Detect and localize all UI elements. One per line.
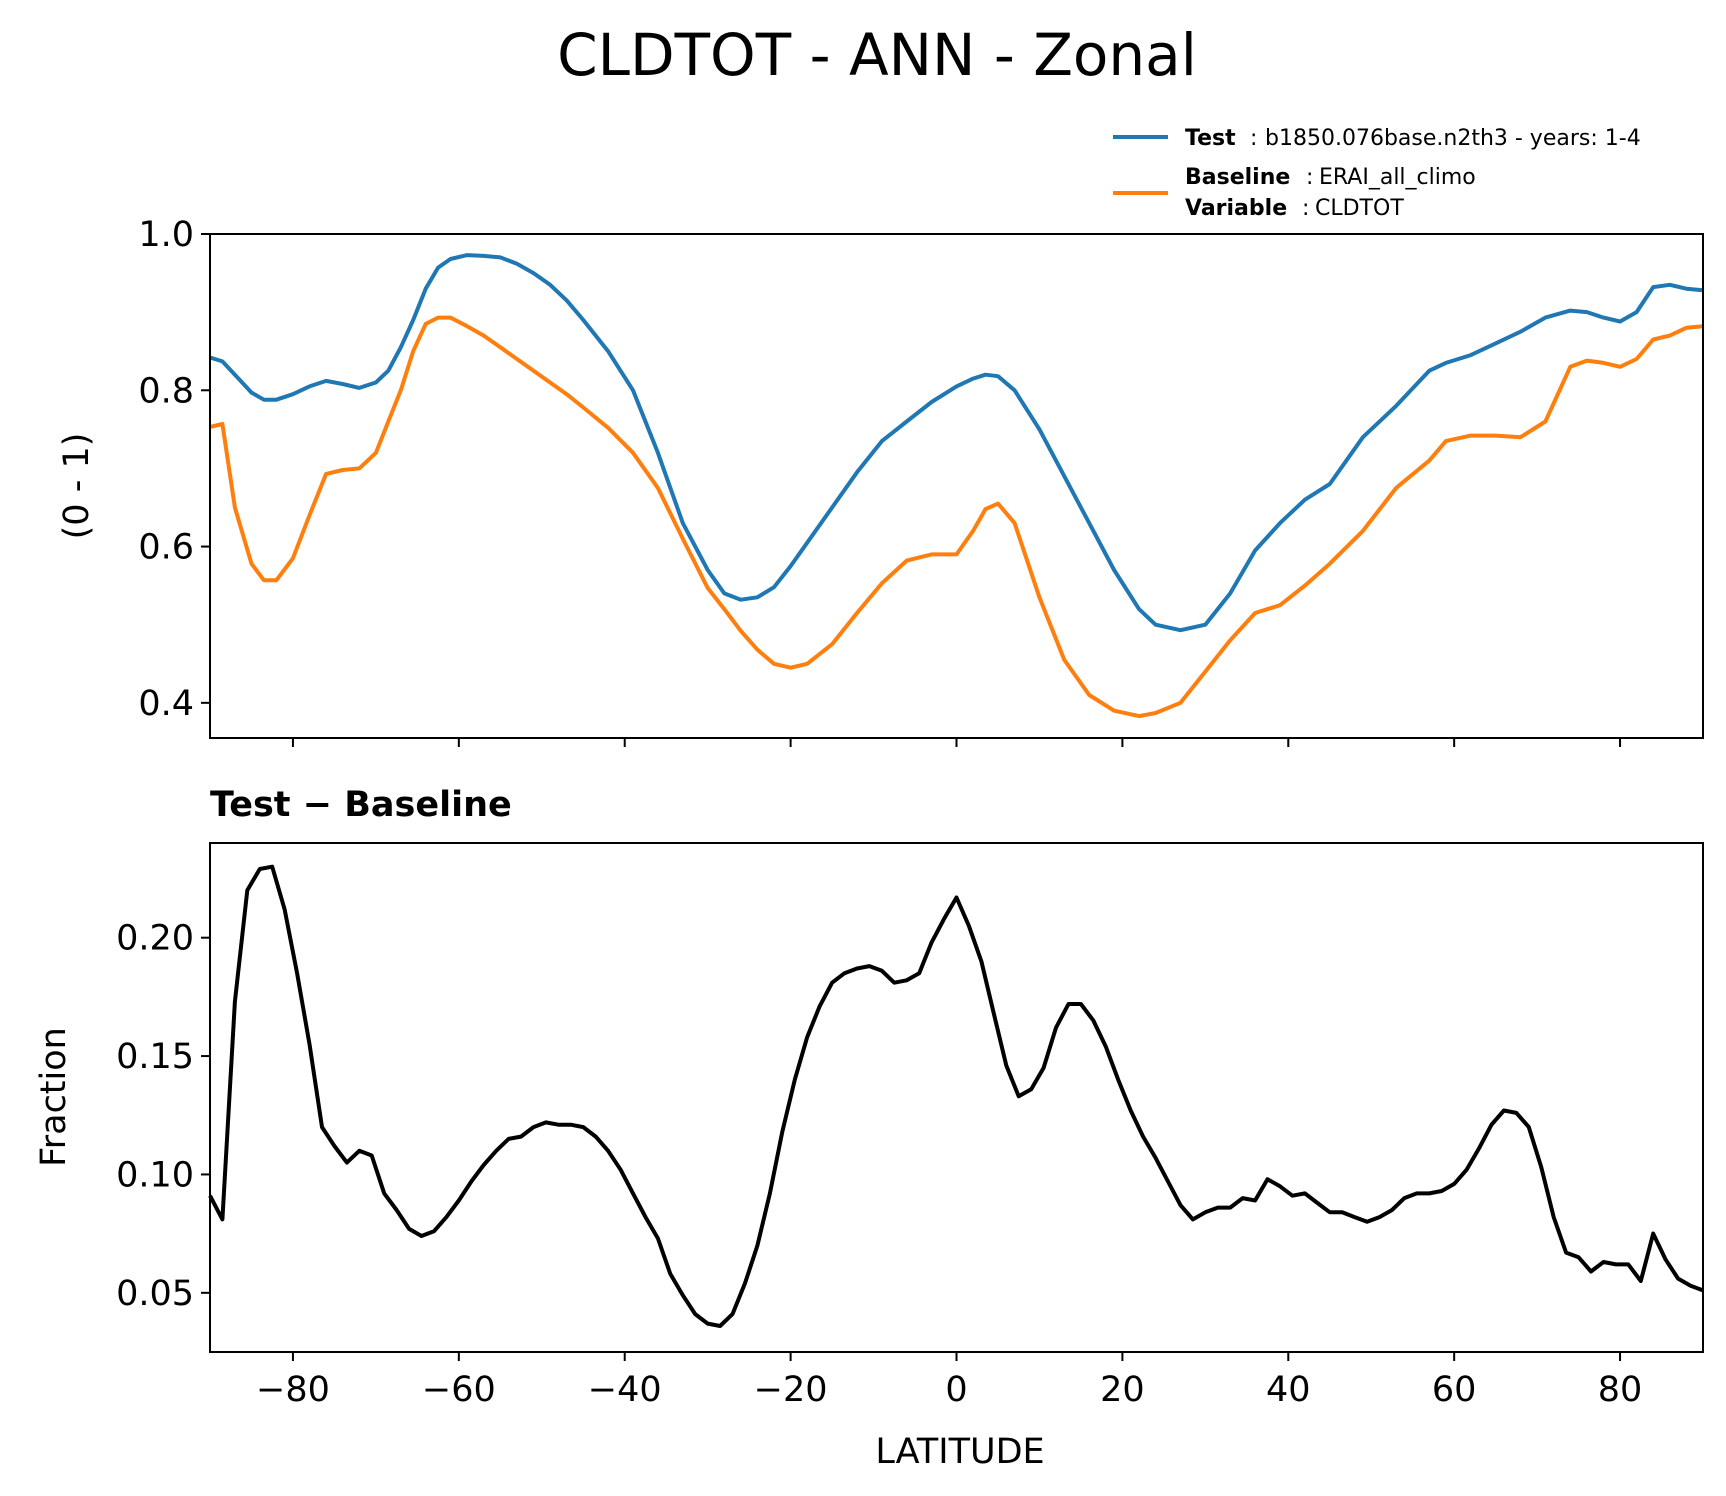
top-series-lines [209, 253, 1704, 719]
bottom-panel: Test − Baseline 0.050.100.150.20 −80 −60−… [34, 785, 1704, 1472]
x-tick-label: −40 [588, 1370, 662, 1410]
x-tick-label: 0 [945, 1370, 967, 1410]
y-tick-label: 0.10 [116, 1155, 194, 1195]
series-line-0-0 [209, 253, 1704, 633]
x-tick-label: 20 [1100, 1370, 1145, 1410]
legend-colon-test: : [1250, 126, 1257, 151]
x-tick-label: −20 [754, 1370, 828, 1410]
legend-value-variable: CLDTOT [1315, 196, 1404, 221]
y-tick-label: 0.15 [116, 1037, 194, 1077]
legend-colon-baseline: : [1306, 165, 1313, 190]
bottom-panel-title: Test − Baseline [210, 785, 512, 825]
x-tick-label: 80 [1598, 1370, 1643, 1410]
bottom-y-ticks: 0.05 0.10 0.15 0.20 [116, 919, 210, 1314]
series-line-1-0 [208, 864, 1704, 1328]
y-tick-label: 0.6 [138, 528, 194, 568]
x-tick-label: −60 [422, 1370, 496, 1410]
series-line-0-1 [209, 315, 1704, 719]
y-tick-label: 0.05 [116, 1274, 194, 1314]
top-y-axis-label: (0 - 1) [57, 433, 97, 540]
legend: Test : b1850.076base.n2th3 - years: 1-4 … [1113, 126, 1641, 221]
x-tick-label: −80 [256, 1370, 330, 1410]
legend-key-baseline: Baseline [1185, 165, 1290, 190]
legend-value-test: b1850.076base.n2th3 - years: 1-4 [1265, 126, 1641, 151]
bottom-series-lines [208, 864, 1704, 1328]
y-tick-label: 0.4 [138, 684, 194, 724]
x-tick-label: 40 [1266, 1370, 1311, 1410]
top-panel: 0.4 0.6 0.8 1.0 (0 - 1) [57, 215, 1704, 747]
chart-title: CLDTOT - ANN - Zonal [557, 21, 1197, 89]
legend-value-baseline: ERAI_all_climo [1319, 165, 1476, 190]
legend-key-test: Test [1185, 126, 1236, 151]
bottom-x-axis-label: LATITUDE [875, 1432, 1044, 1472]
top-y-ticks: 0.4 0.6 0.8 1.0 [138, 215, 210, 724]
legend-key-variable: Variable [1185, 196, 1287, 221]
top-x-ticks [291, 738, 1622, 747]
legend-colon-variable: : [1302, 196, 1309, 221]
y-tick-label: 0.20 [116, 919, 194, 959]
x-tick-label: 60 [1432, 1370, 1477, 1410]
bottom-y-axis-label: Fraction [34, 1027, 74, 1167]
bottom-plot-frame [209, 842, 1704, 1353]
y-tick-label: 0.8 [138, 371, 194, 411]
y-tick-label: 1.0 [138, 215, 194, 255]
bottom-x-ticks: −80 −60 −40 −20 0 20 40 60 80 [256, 1352, 1642, 1410]
top-plot-frame [209, 233, 1704, 739]
